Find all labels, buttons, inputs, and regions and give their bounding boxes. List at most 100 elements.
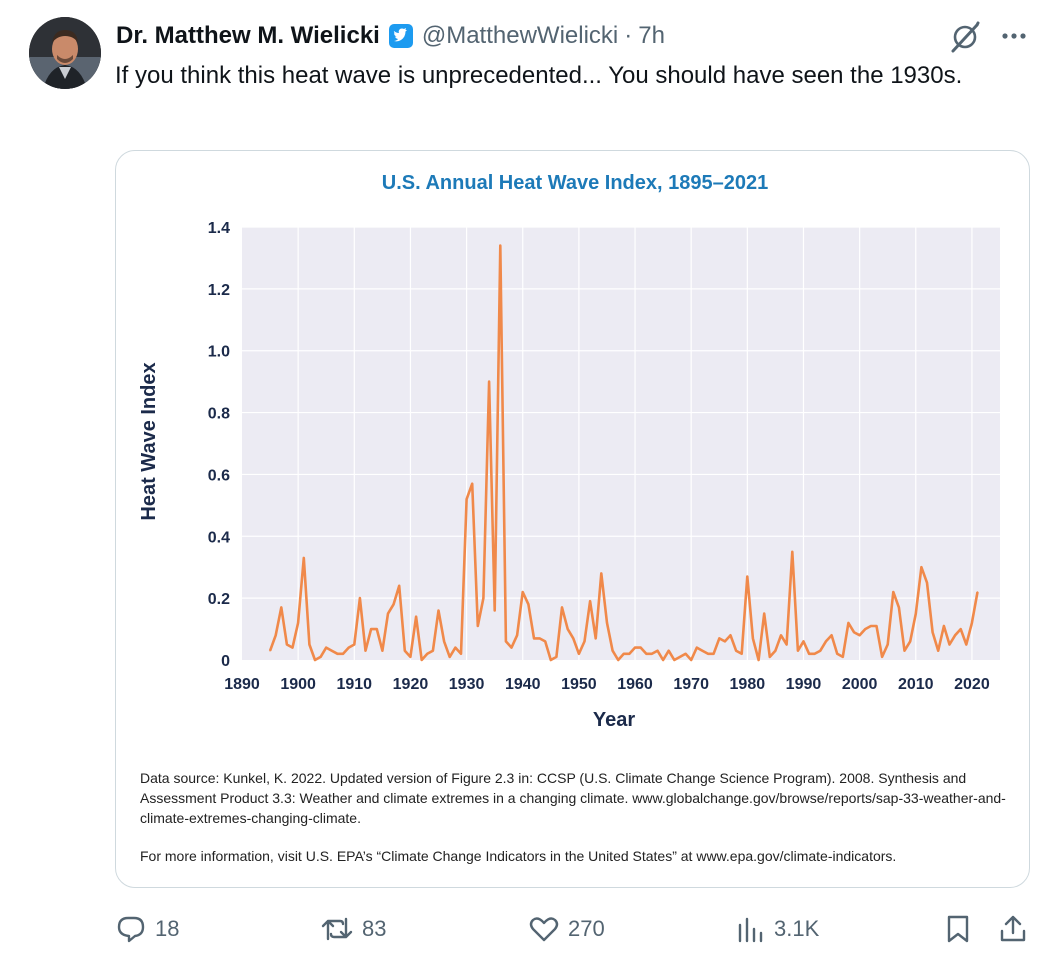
views-button[interactable]: 3.1K (736, 905, 819, 953)
more-icon[interactable] (998, 22, 1030, 52)
x-tick-label: 1910 (336, 676, 372, 693)
x-tick-label: 1900 (280, 676, 316, 693)
data-point (533, 637, 535, 640)
data-point (842, 656, 844, 658)
y-tick-label: 1.2 (208, 282, 230, 299)
share-button[interactable] (998, 905, 1028, 953)
x-tick-label: 1890 (224, 676, 260, 693)
data-point (420, 659, 423, 661)
data-point (589, 600, 591, 602)
data-point (954, 634, 956, 637)
data-point (881, 656, 883, 658)
data-point (802, 640, 805, 643)
data-point (404, 649, 406, 652)
data-point (488, 380, 490, 383)
data-point (566, 628, 569, 630)
author-display-name[interactable]: Dr. Matthew M. Wielicki (116, 22, 380, 49)
y-axis-label: Heat Wave Index (138, 362, 160, 520)
x-axis-label: Year (593, 709, 635, 731)
data-point (594, 637, 597, 640)
data-point (875, 625, 878, 627)
tweet-media-card[interactable]: U.S. Annual Heat Wave Index, 1895–2021 1… (115, 150, 1030, 888)
data-point (870, 625, 872, 627)
bookmark-icon (944, 913, 972, 945)
data-point (297, 622, 299, 624)
chart-title: U.S. Annual Heat Wave Index, 1895–2021 (381, 172, 769, 194)
data-point (347, 646, 350, 649)
data-point (611, 649, 614, 652)
retweet-button[interactable]: 83 (320, 905, 386, 953)
data-point (628, 653, 631, 655)
data-point (847, 622, 850, 624)
data-point (477, 625, 479, 627)
data-point (286, 643, 288, 646)
data-point (707, 653, 709, 655)
x-tick-label: 1930 (449, 676, 485, 693)
data-point (544, 640, 546, 643)
data-point (976, 591, 979, 593)
data-point (684, 653, 687, 655)
views-icon (736, 913, 766, 945)
data-point (667, 649, 670, 652)
chart-source: Data source: Kunkel, K. 2022. Updated ve… (140, 768, 1010, 866)
data-point (392, 603, 395, 606)
data-point (505, 640, 507, 643)
data-point (701, 649, 704, 652)
tweet-header: Dr. Matthew M. Wielicki @MatthewWielicki… (116, 20, 665, 52)
data-point (482, 597, 485, 599)
data-point (460, 653, 462, 655)
data-point (757, 659, 760, 661)
data-point (448, 656, 451, 658)
data-point (516, 634, 518, 637)
data-point (769, 656, 771, 658)
author-handle[interactable]: @MatthewWielicki (421, 22, 619, 49)
x-tick-label: 1950 (561, 676, 597, 693)
data-point (623, 653, 625, 655)
data-point (651, 653, 653, 655)
tweet-action-bar: 18 83 270 3.1K (0, 905, 1061, 953)
data-point (819, 649, 822, 652)
data-point (729, 634, 732, 637)
data-point (538, 637, 541, 640)
data-point (342, 653, 344, 655)
data-point (572, 637, 575, 640)
data-point (836, 653, 838, 655)
share-icon (998, 913, 1028, 945)
data-point (319, 656, 322, 658)
data-point (690, 659, 692, 661)
data-point (679, 656, 681, 658)
data-point (813, 653, 816, 655)
tweet-timestamp[interactable]: 7h (638, 22, 665, 49)
data-point (718, 637, 721, 640)
source-note: Data source: Kunkel, K. 2022. Updated ve… (140, 770, 1006, 826)
reply-button[interactable]: 18 (115, 905, 179, 953)
data-point (291, 646, 294, 649)
data-point (331, 649, 333, 652)
data-point (931, 631, 934, 633)
data-point (314, 659, 316, 661)
data-point (561, 606, 563, 609)
x-tick-label: 1970 (673, 676, 709, 693)
x-tick-label: 1960 (617, 676, 653, 693)
data-point (830, 634, 833, 637)
like-button[interactable]: 270 (528, 905, 605, 953)
data-point (696, 646, 698, 649)
data-point (780, 634, 782, 637)
like-icon (528, 913, 560, 945)
data-point (639, 646, 642, 649)
bookmark-button[interactable] (944, 905, 972, 953)
data-point (510, 646, 513, 649)
data-point (971, 622, 973, 624)
data-point (724, 640, 726, 643)
data-point (303, 557, 305, 559)
data-point (280, 606, 283, 609)
data-point (387, 612, 389, 615)
data-point (634, 646, 636, 649)
grok-icon[interactable] (948, 20, 982, 54)
data-point (937, 649, 939, 652)
data-point (499, 244, 502, 247)
verified-badge-icon (388, 23, 414, 49)
data-point (791, 551, 794, 553)
data-point (662, 659, 664, 661)
avatar[interactable] (29, 17, 101, 89)
